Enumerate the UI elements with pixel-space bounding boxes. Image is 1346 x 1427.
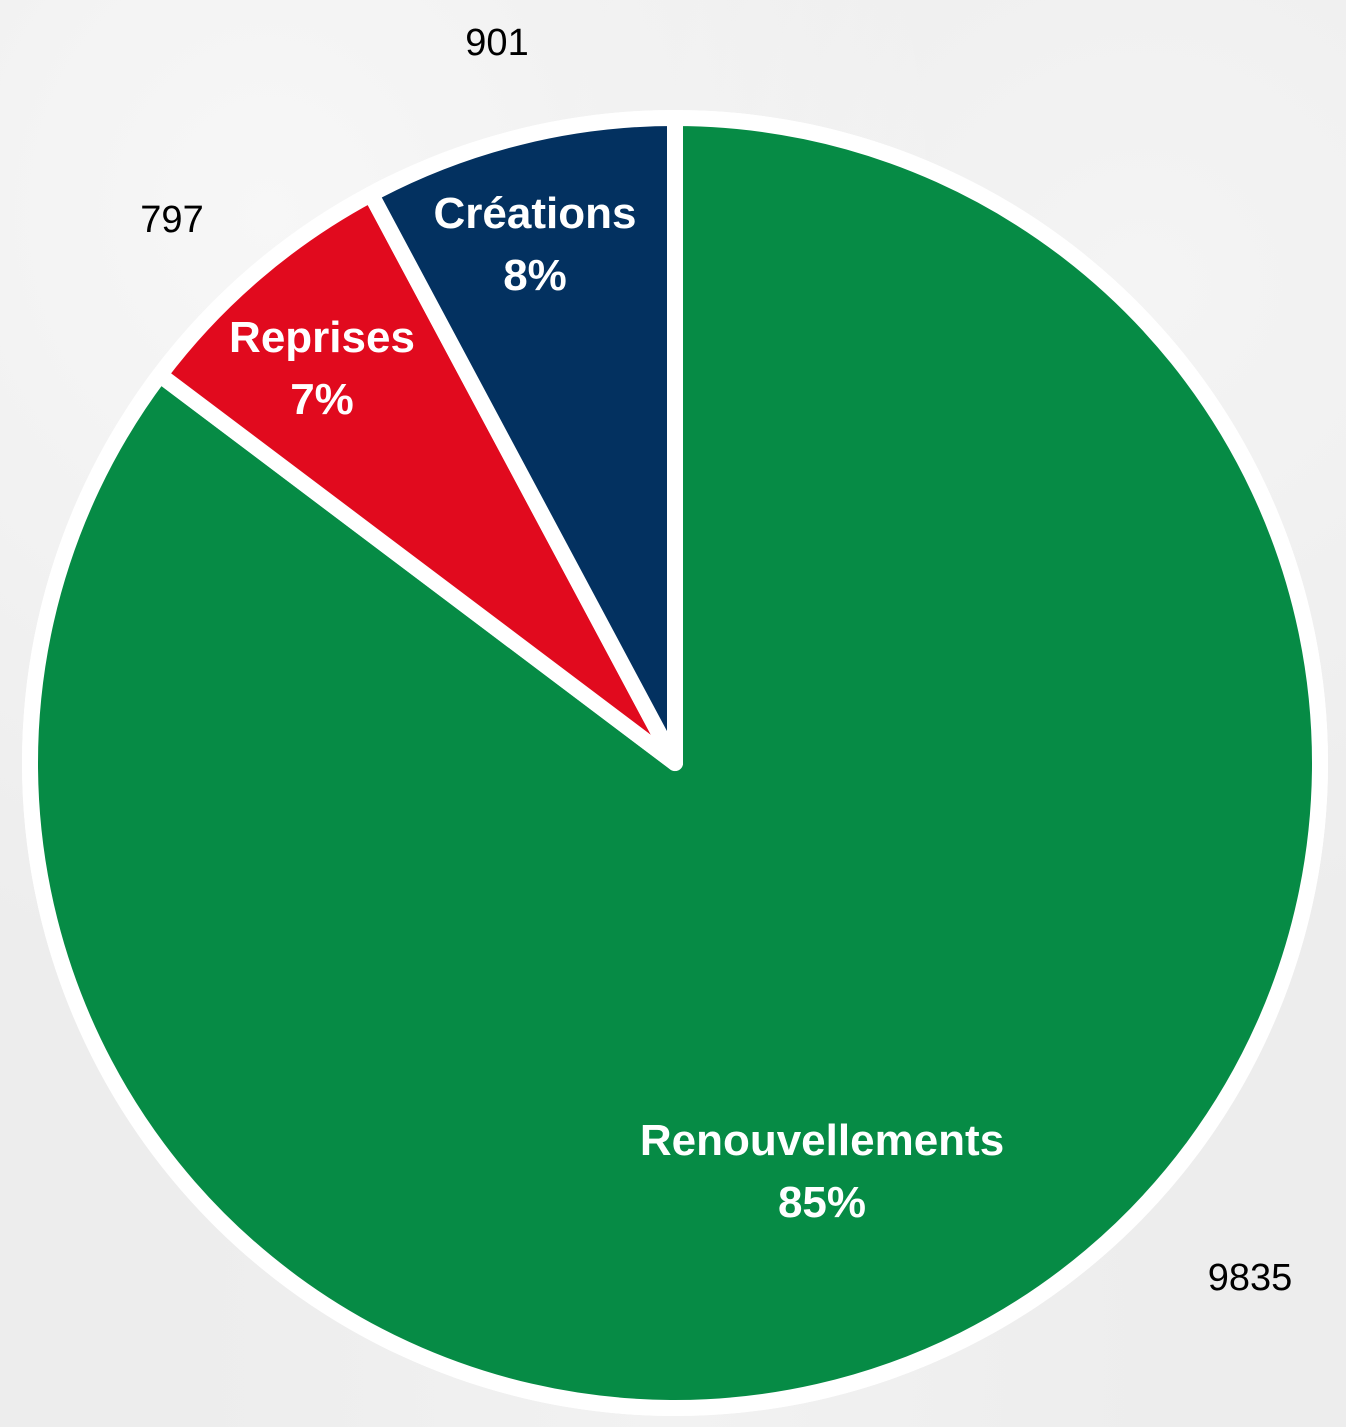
slice-percent-label: 8% <box>503 251 567 300</box>
slice-percent-label: 85% <box>778 1178 866 1227</box>
slice-category-label: Reprises <box>229 313 415 362</box>
slice-category-label: Créations <box>434 189 637 238</box>
slice-value-label: 797 <box>140 199 203 241</box>
slice-category-label: Renouvellements <box>640 1116 1004 1165</box>
pie-slice-reprises <box>151 186 683 771</box>
slice-label: Reprises 7% <box>229 313 415 424</box>
slice-label: Créations 8% <box>434 189 637 300</box>
pie-slice-creations <box>362 110 683 771</box>
slice-value-label: 9835 <box>1208 1257 1293 1299</box>
pie-value-labels: 9835 797 901 <box>140 22 1292 1299</box>
pie-slice-labels: Renouvellements 85% Reprises 7% Créations 8% <box>229 189 1004 1227</box>
slice-label: Renouvellements 85% <box>640 1116 1004 1227</box>
pie-slices <box>22 110 1328 1416</box>
slice-value-label: 901 <box>465 22 528 64</box>
slice-percent-label: 7% <box>290 375 354 424</box>
